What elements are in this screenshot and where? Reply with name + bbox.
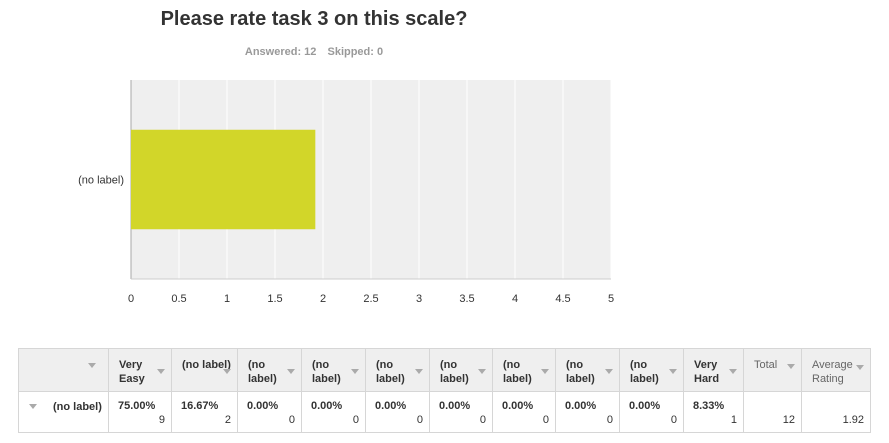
column-header-1[interactable]: Very Easy	[108, 348, 172, 392]
column-header-10[interactable]: Very Hard	[683, 348, 744, 392]
cell-percent: 0.00%	[439, 400, 471, 412]
sort-caret-icon[interactable]	[729, 369, 737, 374]
category-label: (no label)	[78, 175, 124, 187]
row-header-sort[interactable]	[18, 348, 109, 392]
bar	[131, 129, 316, 230]
cell-count: 0	[479, 414, 486, 426]
sort-caret-icon[interactable]	[605, 369, 613, 374]
column-header-average[interactable]: Average Rating	[801, 348, 871, 392]
cell-percent: 0.00%	[375, 400, 407, 412]
table-cell: 0.00% 0	[429, 391, 493, 433]
response-stats: Answered: 12 Skipped: 0	[0, 46, 628, 58]
cell-count: 2	[224, 414, 231, 426]
x-tick-label: 4	[512, 293, 518, 305]
x-tick-label: 0.5	[171, 293, 186, 305]
question-title: Please rate task 3 on this scale?	[160, 8, 468, 30]
bar-chart: (no label) 0 0.5 1 1.5 2 2.5 3 3.5 4 4.5 5	[78, 80, 614, 305]
table-cell: 0.00% 0	[619, 391, 684, 433]
cell-percent: 0.00%	[502, 400, 534, 412]
sort-caret-icon[interactable]	[787, 364, 795, 369]
table-header-row: Very Easy (no label) (no label) (no label)(…	[18, 348, 871, 392]
cell-count: 0	[542, 414, 549, 426]
cell-count: 0	[416, 414, 423, 426]
sort-caret-icon[interactable]	[223, 369, 231, 374]
column-header-4[interactable]: (no label)	[301, 348, 366, 392]
x-tick-label: 2.5	[363, 293, 378, 305]
sort-caret-icon[interactable]	[157, 369, 165, 374]
table-cell: 75.00% 9	[108, 391, 172, 433]
row-label[interactable]: (no label)	[18, 391, 109, 433]
table-cell: 0.00% 0	[365, 391, 430, 433]
column-header-3[interactable]: (no label)	[237, 348, 302, 392]
table-cell: 0.00% 0	[555, 391, 620, 433]
cell-percent: 16.67%	[181, 400, 219, 412]
sort-caret-icon[interactable]	[287, 369, 295, 374]
sort-caret-icon[interactable]	[415, 369, 423, 374]
column-header-2[interactable]: (no label)	[171, 348, 238, 392]
sort-caret-icon[interactable]	[478, 369, 486, 374]
sort-caret-icon[interactable]	[88, 363, 96, 368]
cell-percent: 0.00%	[311, 400, 343, 412]
cell-count: 1	[730, 414, 737, 426]
cell-count: 9	[158, 414, 165, 426]
x-tick-label: 1	[224, 293, 230, 305]
table-row: (no label) 75.00% 9 16.67% 2 0.00% 0 0.00% 0 0.0…	[18, 391, 871, 433]
row-total: 12	[743, 391, 802, 433]
cell-percent: 8.33%	[693, 400, 725, 412]
column-header-7[interactable]: (no label)	[492, 348, 556, 392]
table-cell: 8.33% 1	[683, 391, 744, 433]
sort-caret-icon[interactable]	[669, 369, 677, 374]
results-table: Very Easy (no label) (no label) (no label)(…	[18, 348, 871, 433]
cell-count: 0	[288, 414, 295, 426]
x-tick-label: 2	[320, 293, 326, 305]
row-average: 1.92	[801, 391, 871, 433]
cell-count: 0	[606, 414, 613, 426]
answered-count: Answered: 12	[244, 46, 317, 58]
cell-percent: 0.00%	[629, 400, 661, 412]
column-header-total[interactable]: Total	[743, 348, 802, 392]
x-tick-label: 1.5	[267, 293, 282, 305]
skipped-count: Skipped: 0	[327, 46, 384, 58]
cell-percent: 0.00%	[565, 400, 597, 412]
table-cell: 16.67% 2	[171, 391, 238, 433]
column-header-6[interactable]: (no label)	[429, 348, 493, 392]
column-header-9[interactable]: (no label)	[619, 348, 684, 392]
sort-caret-icon[interactable]	[351, 369, 359, 374]
x-tick-label: 3.5	[459, 293, 474, 305]
x-tick-label: 3	[416, 293, 422, 305]
x-tick-label: 0	[128, 293, 134, 305]
expand-caret-icon[interactable]	[29, 404, 37, 409]
x-tick-label: 5	[608, 293, 614, 305]
cell-count: 0	[352, 414, 359, 426]
x-tick-label: 4.5	[555, 293, 570, 305]
column-header-8[interactable]: (no label)	[555, 348, 620, 392]
sort-caret-icon[interactable]	[856, 365, 864, 370]
table-cell: 0.00% 0	[237, 391, 302, 433]
column-header-5[interactable]: (no label)	[365, 348, 430, 392]
cell-percent: 0.00%	[247, 400, 279, 412]
sort-caret-icon[interactable]	[541, 369, 549, 374]
table-cell: 0.00% 0	[301, 391, 366, 433]
cell-percent: 75.00%	[118, 400, 156, 412]
cell-count: 0	[670, 414, 677, 426]
table-cell: 0.00% 0	[492, 391, 556, 433]
